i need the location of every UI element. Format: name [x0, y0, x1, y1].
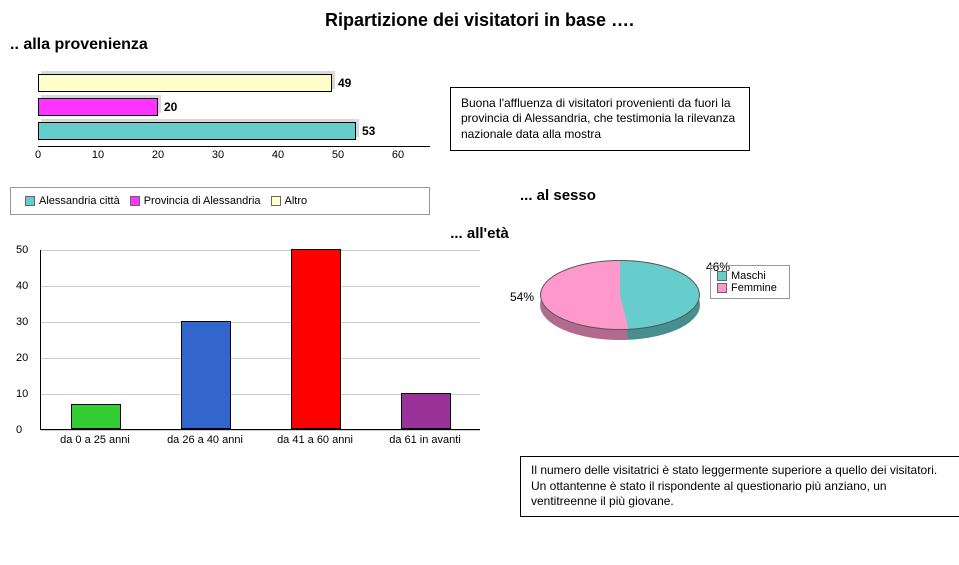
age-title: ... all'età: [10, 225, 949, 242]
vbar-segment: [401, 393, 451, 429]
vbar-segment: [71, 404, 121, 429]
pie-top: [540, 260, 700, 330]
age-caption: Il numero delle visitatrici è stato legg…: [520, 456, 959, 517]
legend-item: Femmine: [717, 282, 783, 294]
y-tick: 10: [16, 388, 28, 400]
x-tick: 10: [92, 149, 104, 161]
age-chart: 01020304050 da 0 a 25 annida 26 a 40 ann…: [10, 250, 480, 446]
legend-item: Maschi: [717, 270, 783, 282]
x-label: da 26 a 40 anni: [150, 434, 260, 446]
sesso-title: ... al sesso: [520, 187, 596, 215]
age-section: ... all'età 01020304050 da 0 a 25 annida…: [10, 225, 949, 446]
page-title: Ripartizione dei visitatori in base ….: [10, 10, 949, 31]
x-tick: 0: [35, 149, 41, 161]
x-label: da 61 in avanti: [370, 434, 480, 446]
x-label: da 41 a 60 anni: [260, 434, 370, 446]
legend-item: Provincia di Alessandria: [130, 195, 261, 207]
hbar-value: 53: [362, 124, 375, 138]
sesso-legend: MaschiFemmine: [710, 265, 790, 299]
y-tick: 20: [16, 352, 28, 364]
x-tick: 20: [152, 149, 164, 161]
mid-section: Alessandria città Provincia di Alessandri…: [10, 187, 949, 215]
hbar-value: 20: [164, 100, 177, 114]
y-tick: 50: [16, 244, 28, 256]
provenance-info: Buona l'affluenza di visitatori provenie…: [450, 87, 750, 152]
legend-item: Alessandria città: [25, 195, 120, 207]
pie-pct-femmine: 54%: [510, 290, 534, 304]
vbar-segment: [291, 249, 341, 429]
legend-item: Altro: [271, 195, 308, 207]
provenance-subtitle: .. alla provenienza: [10, 36, 949, 54]
provenance-chart: 49 20 53 0 10 20 30 40 50 60: [10, 59, 430, 179]
x-tick: 40: [272, 149, 284, 161]
x-label: da 0 a 25 anni: [40, 434, 150, 446]
hbar-segment: [38, 74, 332, 92]
x-tick: 30: [212, 149, 224, 161]
x-tick: 50: [332, 149, 344, 161]
y-tick: 30: [16, 316, 28, 328]
hbar-value: 49: [338, 76, 351, 90]
y-tick: 0: [16, 424, 22, 436]
sesso-pie: 46%54% MaschiFemmine: [510, 250, 730, 340]
vbar-segment: [181, 321, 231, 429]
hbar-segment: [38, 98, 158, 116]
provenance-section: 49 20 53 0 10 20 30 40 50 60 Buona l'affluenza d…: [10, 59, 949, 179]
provenance-legend: Alessandria città Provincia di Alessandri…: [10, 187, 430, 215]
x-tick: 60: [392, 149, 404, 161]
y-tick: 40: [16, 280, 28, 292]
hbar-segment: [38, 122, 356, 140]
